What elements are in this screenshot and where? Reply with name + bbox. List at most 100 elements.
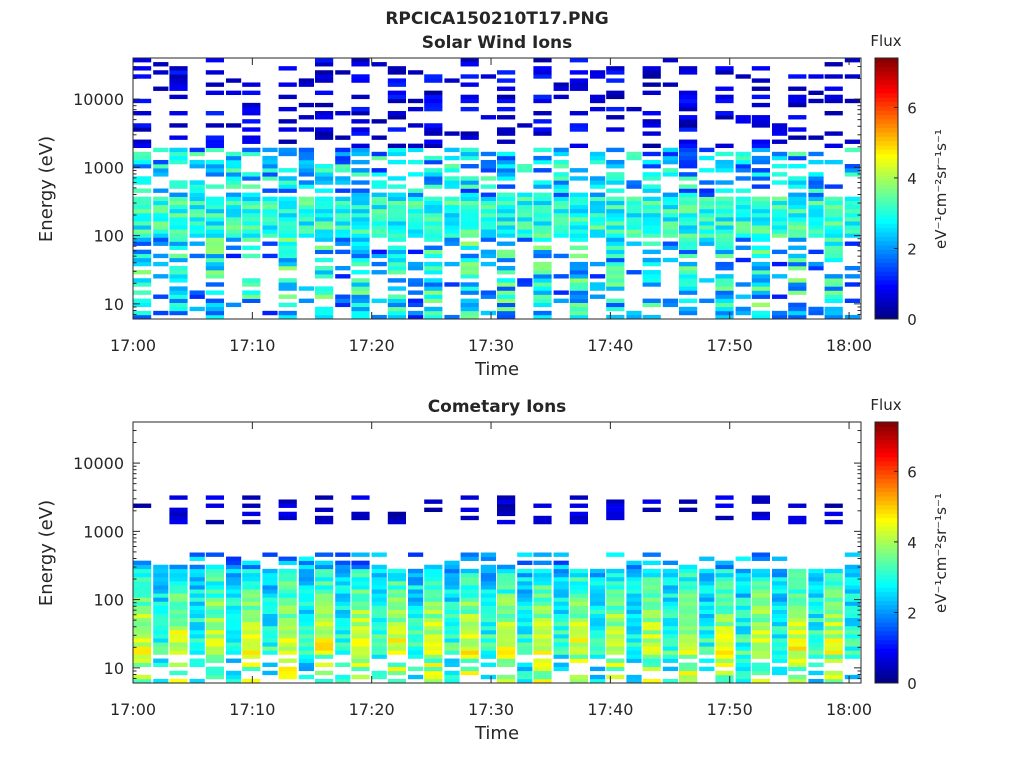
- spectrogram-cells: [133, 58, 860, 320]
- spectrogram-cell: [298, 589, 314, 594]
- x-axis-label: Time: [474, 723, 519, 744]
- spectrogram-cell: [205, 249, 224, 255]
- spectrogram-cell: [735, 625, 751, 631]
- spectrogram-cell: [460, 495, 479, 500]
- spectrogram-cell: [569, 314, 588, 320]
- spectrogram-cell: [169, 74, 188, 79]
- colorbar-segment: [875, 539, 898, 545]
- spectrogram-cell: [662, 617, 678, 623]
- spectrogram-cell: [679, 102, 698, 108]
- spectrogram-cell: [553, 204, 569, 210]
- spectrogram-cell: [298, 102, 314, 108]
- spectrogram-cell: [751, 261, 770, 267]
- x-tick-label: 17:10: [229, 336, 275, 355]
- spectrogram-cell: [205, 674, 224, 680]
- spectrogram-cell: [169, 511, 188, 517]
- colorbar-segment: [875, 232, 898, 237]
- spectrogram-cell: [824, 306, 843, 312]
- spectrogram-cell: [533, 168, 552, 173]
- spectrogram-cell: [569, 58, 588, 63]
- spectrogram-cell: [569, 86, 588, 91]
- spectrogram-cell: [679, 507, 698, 513]
- spectrogram-cell: [715, 634, 734, 639]
- spectrogram-cell: [569, 613, 588, 619]
- spectrogram-cell: [153, 576, 169, 582]
- spectrogram-cell: [553, 192, 569, 197]
- spectrogram-cell: [424, 294, 443, 299]
- spectrogram-cell: [553, 560, 569, 566]
- spectrogram-cell: [480, 572, 496, 578]
- spectrogram-cell: [133, 111, 152, 116]
- spectrogram-cell: [169, 650, 188, 655]
- spectrogram-cell: [751, 159, 770, 165]
- spectrogram-cell: [808, 172, 824, 177]
- spectrogram-cell: [553, 654, 569, 659]
- spectrogram-cell: [497, 98, 516, 104]
- spectrogram-cell: [626, 593, 642, 598]
- spectrogram-cell: [533, 666, 552, 672]
- spectrogram-cell: [735, 638, 751, 643]
- spectrogram-cell: [335, 225, 351, 230]
- spectrogram-cell: [715, 560, 734, 566]
- spectrogram-cell: [371, 212, 387, 218]
- spectrogram-cell: [699, 217, 715, 222]
- spectrogram-cell: [371, 298, 387, 303]
- spectrogram-cell: [497, 568, 516, 574]
- spectrogram-cell: [497, 94, 516, 100]
- spectrogram-cell: [642, 589, 661, 594]
- spectrogram-cell: [315, 78, 334, 83]
- colorbar-title: Flux: [870, 396, 901, 414]
- spectrogram-cell: [626, 221, 642, 226]
- spectrogram-cell: [642, 221, 661, 226]
- spectrogram-cell: [497, 257, 516, 263]
- spectrogram-cell: [590, 572, 606, 578]
- spectrogram-cell: [424, 172, 443, 177]
- spectrogram-cell: [387, 147, 406, 153]
- spectrogram-cell: [844, 164, 860, 169]
- spectrogram-cell: [298, 621, 314, 627]
- spectrogram-cell: [205, 593, 224, 598]
- spectrogram-cell: [278, 605, 297, 610]
- spectrogram-cell: [351, 613, 370, 619]
- spectrogram-cell: [133, 674, 152, 680]
- colorbar-tick-label: 2: [907, 604, 917, 622]
- spectrogram-cell: [772, 204, 788, 210]
- spectrogram-cell: [679, 670, 698, 676]
- spectrogram-cell: [387, 511, 406, 517]
- spectrogram-cell: [133, 200, 152, 206]
- spectrogram-cell: [169, 642, 188, 647]
- spectrogram-cell: [497, 70, 516, 75]
- spectrogram-cell: [808, 654, 824, 659]
- spectrogram-cell: [606, 666, 625, 672]
- spectrogram-cell: [533, 265, 552, 271]
- spectrogram-cell: [735, 581, 751, 586]
- spectrogram-cell: [735, 257, 751, 263]
- spectrogram-cell: [278, 621, 297, 627]
- spectrogram-cell: [735, 678, 751, 684]
- spectrogram-cell: [387, 98, 406, 104]
- spectrogram-cell: [444, 184, 460, 189]
- spectrogram-cell: [480, 196, 496, 202]
- spectrogram-cell: [699, 593, 715, 598]
- spectrogram-cell: [133, 290, 152, 295]
- spectrogram-cell: [517, 212, 533, 218]
- spectrogram-cell: [533, 670, 552, 676]
- spectrogram-cell: [262, 204, 278, 210]
- spectrogram-cell: [590, 212, 606, 218]
- spectrogram-cell: [278, 245, 297, 250]
- spectrogram-cell: [460, 515, 479, 521]
- spectrogram-cell: [606, 282, 625, 287]
- spectrogram-cell: [606, 225, 625, 230]
- spectrogram-cell: [153, 221, 169, 226]
- spectrogram-cell: [460, 229, 479, 234]
- spectrogram-cell: [315, 564, 334, 570]
- spectrogram-cell: [824, 601, 843, 606]
- spectrogram-cell: [808, 208, 824, 214]
- colorbar-segment: [875, 556, 898, 562]
- spectrogram-cell: [533, 503, 552, 508]
- spectrogram-cell: [844, 650, 860, 655]
- colorbar-segment: [875, 487, 898, 493]
- spectrogram-cell: [460, 217, 479, 222]
- spectrogram-cell: [553, 147, 569, 153]
- spectrogram-cell: [408, 265, 424, 271]
